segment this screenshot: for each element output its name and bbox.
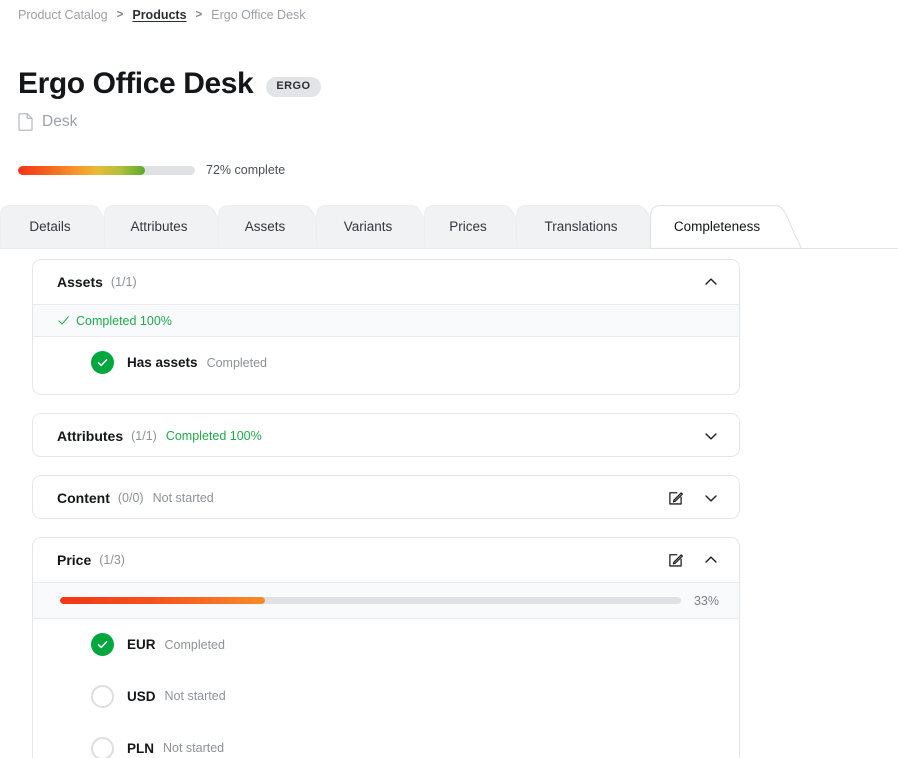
item-status: Completed [207,356,267,370]
item-label: EUR [127,637,156,652]
section-header-price[interactable]: Price (1/3) [33,538,739,582]
section-panel-content: Content (0/0) Not started [32,475,740,519]
completeness-item-pln: PLN Not started [33,722,739,758]
section-header-attributes[interactable]: Attributes (1/1) Completed 100% [33,414,739,457]
section-actions [701,272,721,292]
subtitle-text: Desk [42,113,77,131]
section-panel-assets: Assets (1/1) Completed 100% Has assets Compl… [32,259,740,395]
section-header-assets[interactable]: Assets (1/1) [33,260,739,304]
chevron-down-icon[interactable] [701,426,721,446]
section-progress-label: 33% [693,594,719,608]
item-status: Not started [165,689,226,703]
subtitle-row: Desk [18,113,77,131]
title-row: Ergo Office Desk ERGO [18,66,321,102]
header-progress-fill [18,166,145,175]
tab-label: Completeness [674,219,760,234]
completeness-item-eur: EUR Completed [33,618,739,670]
check-icon [57,314,70,327]
completeness-item-has-assets: Has assets Completed [33,336,739,388]
section-panel-price: Price(1/3)33%EURCompletedUSDNot startedP… [32,537,740,758]
section-actions [701,426,721,446]
section-count: (1/1) [131,429,157,443]
breadcrumb: Product Catalog > Products > Ergo Office… [18,8,306,22]
header-progress: 72% complete [18,163,285,177]
tab-details[interactable]: Details [0,205,118,249]
section-status: Not started [153,491,214,505]
breadcrumb-item-current: Ergo Office Desk [211,8,305,22]
breadcrumb-item-products[interactable]: Products [132,8,186,22]
page-title: Ergo Office Desk [18,66,253,102]
completed-check-icon [91,633,114,656]
tab-label: Prices [449,219,487,234]
tab-attributes[interactable]: Attributes [104,205,232,249]
item-label: USD [127,689,156,704]
header-progress-label: 72% complete [206,163,285,177]
completeness-item-usd: USD Not started [33,670,739,722]
section-actions [665,488,721,508]
breadcrumb-separator: > [117,9,124,21]
tab-bar: Details Attributes Assets Variants Prices Tra… [0,203,898,249]
not-started-circle-icon [91,685,114,708]
tab-label: Assets [245,219,286,234]
section-status-text: Completed 100% [76,314,172,328]
tab-assets[interactable]: Assets [218,205,330,249]
section-actions [665,550,721,570]
tab-variants[interactable]: Variants [316,205,438,249]
section-panel-attributes: Attributes (1/1) Completed 100% [32,413,740,457]
chevron-up-icon[interactable] [701,550,721,570]
edit-icon[interactable] [665,550,685,570]
item-label: PLN [127,741,154,756]
tab-label: Attributes [130,219,187,234]
tab-label: Translations [544,219,617,234]
section-title: Assets [57,274,103,290]
completeness-content: Assets (1/1) Completed 100% Has assets Compl… [0,249,898,758]
item-status: Not started [163,741,224,755]
section-status: Completed 100% [166,429,262,443]
edit-icon[interactable] [665,488,685,508]
section-count: (1/1) [111,275,137,289]
section-count: (0/0) [118,491,144,505]
section-header-content[interactable]: Content (0/0) Not started [33,476,739,519]
document-icon [18,113,33,131]
section-title: Attributes [57,428,123,444]
section-progress-track [60,597,681,604]
completeness-page: Product Catalog > Products > Ergo Office… [0,0,898,758]
chevron-down-icon[interactable] [701,488,721,508]
section-count: (1/3) [99,553,125,567]
chevron-up-icon[interactable] [701,272,721,292]
section-title: Content [57,490,110,506]
header-progress-track [18,166,195,175]
tab-completeness[interactable]: Completeness [650,205,802,249]
item-status: Completed [165,638,225,652]
tab-label: Variants [344,219,393,234]
not-started-circle-icon [91,737,114,758]
completed-check-icon [91,351,114,374]
breadcrumb-separator: > [196,9,203,21]
breadcrumb-item-product-catalog[interactable]: Product Catalog [18,8,108,22]
section-progress-fill [60,597,265,604]
item-label: Has assets [127,355,198,370]
tab-prices[interactable]: Prices [424,205,530,249]
tab-label: Details [29,219,70,234]
section-status-strip: Completed 100% [33,304,739,336]
sku-badge: ERGO [266,77,320,97]
section-title: Price [57,552,91,568]
tab-translations[interactable]: Translations [516,205,664,249]
section-progress: 33% [33,582,739,618]
